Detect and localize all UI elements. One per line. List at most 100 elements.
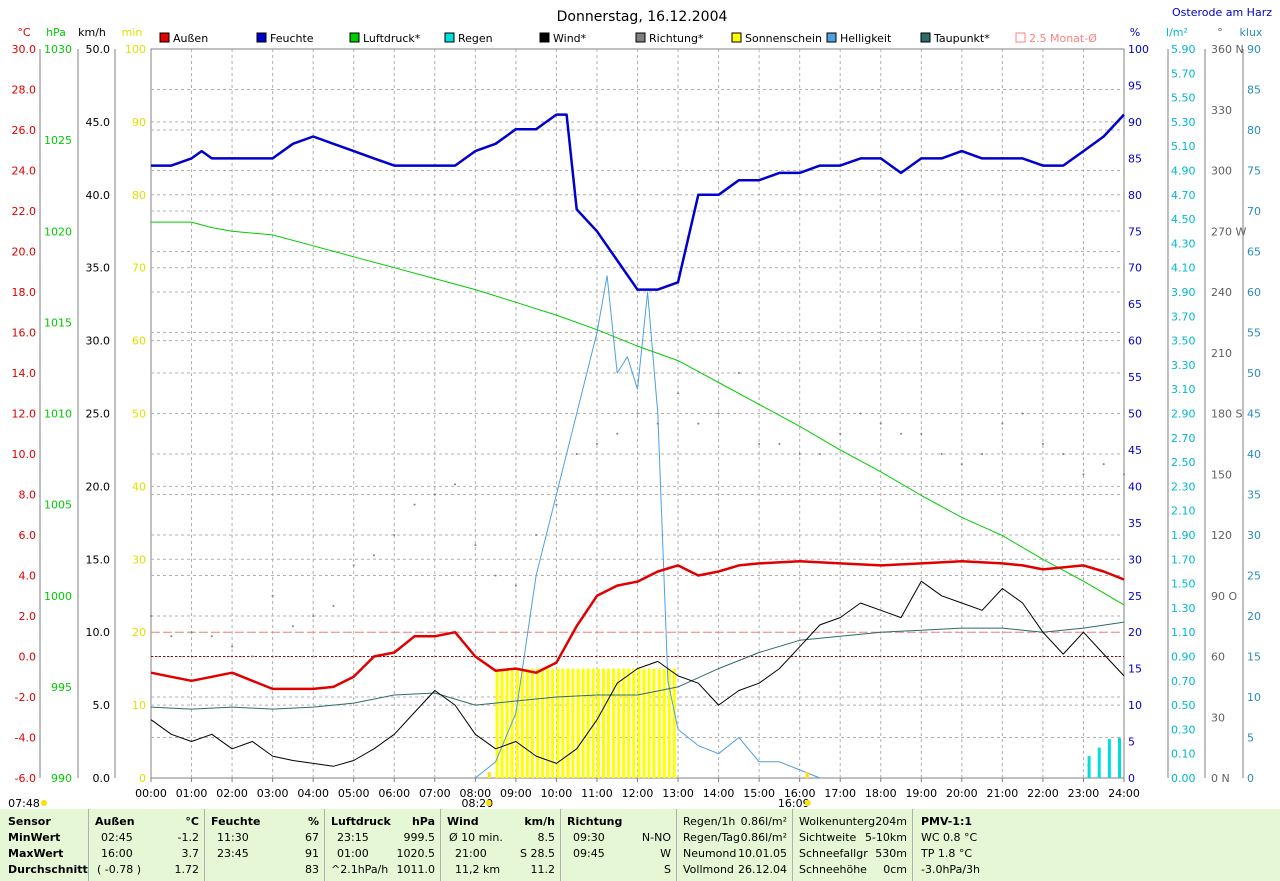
stats-aussen-unit: °C bbox=[185, 815, 199, 828]
direction-axis-tick: 30 bbox=[1211, 711, 1225, 724]
kmh-axis-tick: 5.0 bbox=[93, 699, 111, 712]
rain-axis-tick: 0.30 bbox=[1171, 723, 1196, 736]
series-line-taupunkt bbox=[150, 621, 1125, 710]
direction-point bbox=[271, 594, 274, 597]
legend-label-monat: 2.5 Monat-Ø bbox=[1029, 32, 1097, 45]
rain-axis-tick: 5.10 bbox=[1171, 140, 1196, 153]
direction-point bbox=[210, 635, 213, 638]
stats-wind: Wind km/h Ø 10 min. 8.5 21:00 S 28.5 11,… bbox=[440, 809, 561, 881]
min-axis-tick: 20 bbox=[132, 626, 146, 639]
rain-axis-tick: 5.90 bbox=[1171, 43, 1196, 56]
legend-swatch-feuchte bbox=[256, 32, 267, 43]
sunshine-bar bbox=[586, 668, 590, 778]
humidity-axis-tick: 5 bbox=[1128, 736, 1135, 749]
temp-axis-tick: 30.0 bbox=[12, 43, 37, 56]
rain-axis-tick: 4.10 bbox=[1171, 262, 1196, 275]
direction-point bbox=[170, 635, 173, 638]
stats-aussen-time: 16:00 bbox=[101, 847, 133, 860]
legend-swatch-aussen bbox=[159, 32, 170, 43]
hpa-axis-tick: 990 bbox=[51, 772, 72, 785]
stats-sensor-head: Sensor bbox=[8, 815, 51, 828]
humidity-axis-tick: 80 bbox=[1128, 189, 1142, 202]
stats-pmv-row: TP 1.8 °C bbox=[921, 847, 973, 860]
stats-pmv-row: WC 0.8 °C bbox=[921, 831, 978, 844]
stats-regen-value: 10.01.05 bbox=[738, 847, 787, 860]
x-tick-label: 16:00 bbox=[784, 787, 816, 800]
x-tick-label: 15:00 bbox=[743, 787, 775, 800]
stats-wolken-value: 204m bbox=[875, 815, 907, 828]
series-line-luftdruck bbox=[151, 221, 1125, 606]
unit-label-dir: ° bbox=[1217, 26, 1223, 39]
klux-axis-tick: 40 bbox=[1247, 448, 1261, 461]
direction-axis-tick: 330 bbox=[1211, 104, 1232, 117]
kmh-axis-tick: 10.0 bbox=[86, 626, 111, 639]
sunshine-bar bbox=[637, 668, 641, 778]
direction-point bbox=[697, 422, 700, 425]
unit-label-min: min bbox=[122, 26, 143, 39]
kmh-axis-tick: 0.0 bbox=[93, 772, 111, 785]
stats-luftdruck-time: ^2.1hPa/h bbox=[331, 863, 389, 876]
stats-richtung-value: S bbox=[664, 863, 671, 876]
series-line-feuchte bbox=[151, 113, 1125, 291]
stats-richtung-head: Richtung bbox=[567, 815, 623, 828]
series-line-helligkeit bbox=[474, 275, 821, 779]
sunshine-bar bbox=[561, 668, 565, 778]
direction-point bbox=[413, 503, 416, 506]
temp-axis-tick: 16.0 bbox=[12, 327, 37, 340]
axis-unit-labels: °C hPa km/h min% l/m² ° klux bbox=[17, 26, 1263, 39]
sunshine-bar bbox=[551, 668, 555, 778]
direction-axis-tick: 120 bbox=[1211, 529, 1232, 542]
direction-axis-tick: 0 N bbox=[1211, 772, 1230, 785]
min-axis-tick: 50 bbox=[132, 408, 146, 421]
klux-axis-tick: 60 bbox=[1247, 286, 1261, 299]
x-tick-label: 02:00 bbox=[216, 787, 248, 800]
unit-label-hpa: hPa bbox=[46, 26, 66, 39]
x-tick-label: 21:00 bbox=[987, 787, 1019, 800]
stats-wind-time: 11,2 km bbox=[455, 863, 501, 876]
sun-icon bbox=[804, 800, 811, 806]
stats-feuchte-time: 11:30 bbox=[217, 831, 249, 844]
direction-point bbox=[251, 655, 254, 658]
stats-luftdruck: Luftdruck hPa 23:15 999.5 01:00 1020.5 ^… bbox=[324, 809, 441, 881]
humidity-axis-tick: 25 bbox=[1128, 590, 1142, 603]
direction-point bbox=[595, 442, 598, 445]
legend-label-sonnenschein: Sonnenschein bbox=[745, 32, 822, 45]
kmh-axis-tick: 15.0 bbox=[86, 553, 111, 566]
stats-luftdruck-value: 1020.5 bbox=[396, 847, 436, 860]
sunshine-bar bbox=[530, 668, 534, 778]
x-tick-label: 08:00 bbox=[459, 787, 491, 800]
stats-feuchte-time: 23:45 bbox=[217, 847, 249, 860]
stats-sensor-row: MinWert bbox=[8, 831, 61, 844]
kmh-axis-tick: 25.0 bbox=[86, 408, 111, 421]
direction-point bbox=[454, 483, 457, 486]
klux-axis-tick: 45 bbox=[1247, 408, 1261, 421]
humidity-axis-tick: 35 bbox=[1128, 517, 1142, 530]
sun-icon bbox=[485, 800, 492, 806]
temp-axis-tick: -6.0 bbox=[15, 772, 36, 785]
stats-regen-value: 0.86l/m² bbox=[740, 831, 787, 844]
sunshine-bar bbox=[576, 668, 580, 778]
stats-richtung-value: W bbox=[660, 847, 671, 860]
klux-axis-tick: 10 bbox=[1247, 691, 1261, 704]
stats-feuchte-value: 67 bbox=[305, 831, 319, 844]
hpa-axis-tick: 1005 bbox=[44, 499, 72, 512]
stats-aussen-value: -1.2 bbox=[177, 831, 199, 844]
direction-point bbox=[1041, 442, 1044, 445]
rain-axis-tick: 3.10 bbox=[1171, 383, 1196, 396]
stats-wind-value: 8.5 bbox=[537, 831, 556, 844]
legend-label-helligkeit: Helligkeit bbox=[840, 32, 892, 45]
min-axis-tick: 60 bbox=[132, 335, 146, 348]
rain-axis-tick: 1.50 bbox=[1171, 578, 1196, 591]
hpa-axis-tick: 1015 bbox=[44, 316, 72, 329]
klux-axis-tick: 15 bbox=[1247, 651, 1261, 664]
direction-point bbox=[535, 534, 538, 536]
min-axis-tick: 0 bbox=[139, 772, 146, 785]
min-axis-tick: 80 bbox=[132, 189, 146, 202]
direction-point bbox=[900, 432, 903, 435]
min-axis-tick: 10 bbox=[132, 699, 146, 712]
rain-axis-tick: 0.50 bbox=[1171, 699, 1196, 712]
min-axis-tick: 30 bbox=[132, 553, 146, 566]
klux-axis-tick: 75 bbox=[1247, 165, 1261, 178]
rain-bar bbox=[1107, 739, 1111, 778]
stats-luftdruck-time: 01:00 bbox=[337, 847, 369, 860]
